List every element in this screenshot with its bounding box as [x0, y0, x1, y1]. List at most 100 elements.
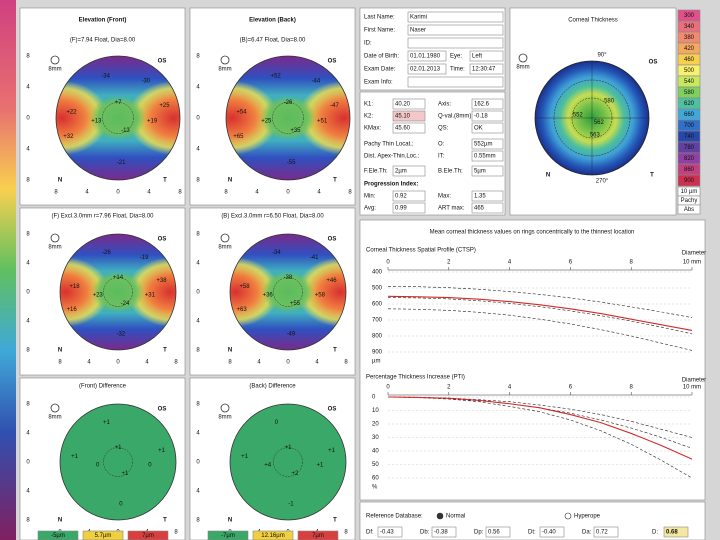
- param-value: 552µm: [474, 142, 492, 148]
- map-value: -41: [310, 255, 319, 261]
- map-axis-tick: 4: [196, 489, 200, 495]
- map-red: [230, 257, 280, 327]
- map-subtitle: (Back) Difference: [249, 384, 296, 390]
- field-box: [407, 76, 504, 88]
- map-value: +1: [316, 462, 324, 468]
- y-tick-label: 60: [372, 476, 379, 482]
- param-value: 45.60: [395, 126, 411, 132]
- chart-title: Percentage Thickness Increase (PTI): [366, 375, 465, 381]
- y-tick-label: 500: [372, 286, 383, 292]
- param-box: [471, 98, 504, 110]
- map-eye: OS: [328, 237, 337, 243]
- map-axis-tick: 4: [26, 85, 30, 91]
- map-axis-tick: 8: [26, 402, 30, 408]
- map-surface: [56, 56, 180, 180]
- map-value: +46: [326, 278, 337, 284]
- d-box: [431, 526, 457, 538]
- magnifier: [518, 53, 528, 63]
- param-label: KMax:: [364, 126, 381, 132]
- d-box: [377, 526, 403, 538]
- legend-swatch: [37, 530, 79, 540]
- map-green: [261, 271, 315, 313]
- map-axis-tick: 8: [344, 530, 348, 536]
- map-scale: 8mm: [48, 245, 61, 251]
- x-tick-label: 6: [569, 385, 573, 391]
- map-scale: 8mm: [218, 245, 231, 251]
- x-tick-label: 2: [447, 260, 451, 266]
- radio: [564, 512, 572, 520]
- field-box: [469, 63, 504, 75]
- field-label: Last Name:: [364, 15, 395, 21]
- x-tick-label: 10 mm: [683, 260, 701, 266]
- param-value: 0.55mm: [474, 154, 496, 160]
- angle-label: 270°: [596, 179, 609, 185]
- map-subtitle: (F)=7.94 Float, Dia=8.00: [70, 38, 136, 44]
- param-label: Min:: [364, 194, 376, 200]
- map-eye: OS: [158, 407, 167, 413]
- map-axis-tick: 8: [26, 348, 30, 354]
- d-value: -0.43: [380, 530, 394, 536]
- param-value: 465: [474, 206, 485, 212]
- map-nasal: N: [228, 348, 232, 354]
- map-temporal: T: [333, 348, 337, 354]
- param-value: 0.99: [395, 206, 407, 212]
- d-label: Db:: [420, 530, 430, 536]
- map-value: -19: [140, 255, 149, 261]
- y-tick-label: 0: [372, 395, 376, 401]
- scale-cell: [677, 174, 701, 187]
- map-value: -49: [287, 331, 296, 337]
- x-tick-label: 8: [630, 260, 634, 266]
- series-line: [387, 286, 693, 318]
- map-ring: [272, 102, 304, 134]
- scale-note: [677, 204, 701, 215]
- map-value: +1: [115, 445, 123, 451]
- map-temporal: T: [163, 348, 167, 354]
- map-scale: 8mm: [218, 415, 231, 421]
- param-box: [471, 190, 504, 202]
- series-line: [387, 295, 693, 331]
- d-value: 0.68: [666, 530, 678, 536]
- field-value: 12:30:47: [472, 67, 496, 73]
- param-value: 2µm: [395, 169, 407, 175]
- map-green: [90, 96, 146, 140]
- map-red: [296, 257, 346, 327]
- graph-heading: Mean corneal thickness values on rings c…: [430, 230, 635, 236]
- map-value: +25: [159, 103, 170, 109]
- map-nasal: N: [546, 173, 550, 179]
- param-label: QS:: [438, 126, 449, 132]
- map-nasal: N: [228, 178, 232, 184]
- map-value: 0: [119, 501, 123, 507]
- field-label: Exam Date:: [364, 67, 396, 73]
- map-outline: [225, 55, 351, 181]
- map-scale: 8mm: [48, 67, 61, 73]
- field-box: [407, 37, 504, 49]
- map-value: +1: [103, 420, 111, 426]
- param-box: [471, 202, 504, 214]
- d-label: Dp:: [474, 530, 484, 536]
- map-value: -47: [330, 103, 339, 109]
- map-eye: OS: [328, 59, 337, 65]
- scale-label: 860: [684, 167, 695, 173]
- y-tick-label: 400: [372, 270, 383, 276]
- field-value: Left: [472, 54, 482, 60]
- magnifier: [50, 233, 60, 243]
- legend-swatch: [297, 530, 339, 540]
- map-value: 0: [275, 420, 279, 426]
- field-value: 01.01.1980: [410, 54, 441, 60]
- map-value: +31: [145, 292, 156, 298]
- map-axis-tick: 8: [26, 178, 30, 184]
- reference-label: Reference Database:: [366, 514, 423, 520]
- map-scale: 8mm: [218, 67, 231, 73]
- y-tick-label: 10: [372, 408, 379, 414]
- map-temporal: T: [333, 518, 337, 524]
- map-nasal: N: [58, 178, 62, 184]
- map-subtitle: (B) Excl.3.0mm r=6.50 Float, Dia=8.00: [221, 214, 324, 220]
- map-value: +23: [93, 292, 104, 298]
- map-value: +13: [91, 119, 102, 125]
- map-axis-tick: 0: [286, 190, 290, 196]
- scale-label: 500: [684, 68, 695, 74]
- scale-note-label: Abs: [684, 207, 694, 213]
- field-label: Exam Info:: [364, 80, 393, 86]
- map-axis-tick: 4: [87, 360, 91, 366]
